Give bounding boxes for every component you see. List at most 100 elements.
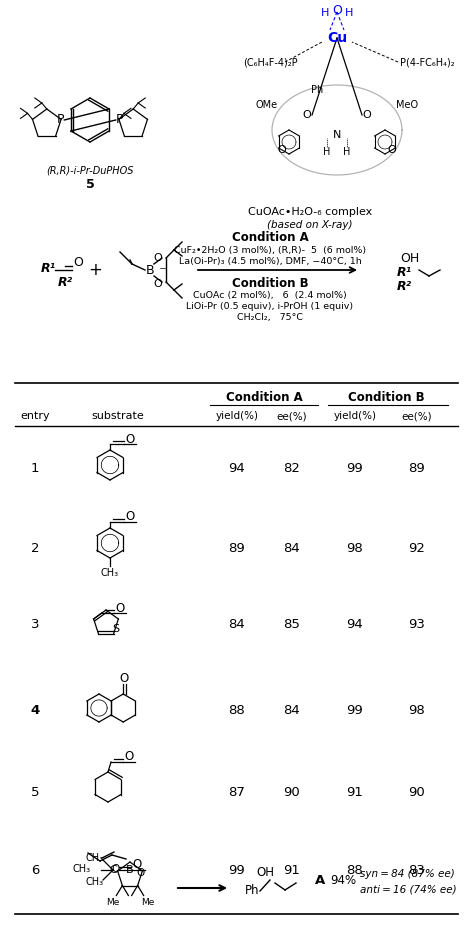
Text: CH₂Cl₂,   75°C: CH₂Cl₂, 75°C (237, 313, 303, 321)
Text: O: O (332, 4, 342, 17)
Text: H: H (321, 8, 329, 18)
Text: 99: 99 (346, 703, 364, 717)
Text: R¹: R¹ (397, 265, 412, 279)
Text: 91: 91 (283, 864, 301, 877)
Text: Condition A: Condition A (226, 391, 303, 404)
Text: Condition B: Condition B (348, 391, 424, 404)
Text: O: O (154, 279, 163, 289)
Text: R²: R² (57, 276, 73, 288)
Text: Condition A: Condition A (232, 230, 309, 244)
Text: 5: 5 (31, 786, 39, 798)
Text: 94: 94 (228, 462, 246, 475)
Text: O: O (119, 671, 129, 684)
Text: 91: 91 (346, 786, 364, 798)
Text: P(4-FC₆H₄)₂: P(4-FC₆H₄)₂ (400, 57, 455, 67)
Text: OMe: OMe (256, 100, 278, 110)
Text: O: O (278, 145, 286, 155)
Text: 4: 4 (30, 703, 40, 717)
Text: R²: R² (397, 280, 412, 293)
Text: anti = 16 (74% ee): anti = 16 (74% ee) (360, 885, 456, 895)
Text: O: O (363, 110, 371, 120)
Text: O: O (73, 256, 83, 268)
Text: 84: 84 (228, 618, 246, 631)
Text: H: H (345, 8, 353, 18)
Text: CH₃: CH₃ (101, 568, 119, 578)
Text: 90: 90 (409, 786, 425, 798)
Text: S: S (112, 624, 119, 634)
Text: Cu: Cu (327, 31, 347, 45)
Text: B: B (126, 865, 134, 875)
Text: Ph: Ph (245, 884, 259, 898)
Text: 82: 82 (283, 462, 301, 475)
Text: CuOAc•H₂O-₆ complex: CuOAc•H₂O-₆ complex (248, 207, 372, 217)
Text: 89: 89 (409, 462, 425, 475)
Text: yield(%): yield(%) (334, 411, 376, 421)
Text: O: O (136, 868, 145, 878)
Text: O: O (126, 432, 135, 446)
Text: yield(%): yield(%) (216, 411, 258, 421)
Text: ee(%): ee(%) (401, 411, 432, 421)
Text: 94%: 94% (330, 873, 356, 886)
Text: C: C (109, 865, 117, 875)
Text: 84: 84 (283, 541, 301, 555)
Text: 92: 92 (409, 541, 426, 555)
Text: H: H (323, 147, 331, 157)
Text: 5: 5 (86, 177, 94, 191)
Text: CuF₂•2H₂O (3 mol%), (R,R)- 5 (6 mol%): CuF₂•2H₂O (3 mol%), (R,R)- 5 (6 mol%) (174, 246, 366, 254)
Text: 85: 85 (283, 618, 301, 631)
Text: Me: Me (106, 898, 119, 907)
Text: OH: OH (256, 866, 274, 880)
Text: O: O (115, 603, 124, 615)
Text: B: B (146, 264, 155, 277)
Text: 83: 83 (409, 864, 426, 877)
Text: 99: 99 (346, 462, 364, 475)
Text: Condition B: Condition B (232, 277, 308, 289)
Text: 6: 6 (31, 864, 39, 877)
Text: (R,R)-i-Pr-DuPHOS: (R,R)-i-Pr-DuPHOS (46, 165, 134, 175)
Text: substrate: substrate (91, 411, 145, 421)
Text: 94: 94 (346, 618, 364, 631)
Text: O: O (124, 751, 134, 763)
Text: P: P (116, 113, 123, 125)
Text: A: A (315, 873, 325, 886)
Text: 3: 3 (31, 618, 39, 631)
Text: Me: Me (141, 898, 155, 907)
Text: +: + (88, 261, 102, 279)
Text: O: O (154, 253, 163, 263)
Text: 93: 93 (409, 618, 426, 631)
Text: 90: 90 (283, 786, 301, 798)
Text: MeO: MeO (396, 100, 418, 110)
Text: (C₆H₄F-4)₂P: (C₆H₄F-4)₂P (243, 57, 298, 67)
Text: 88: 88 (228, 703, 246, 717)
Text: O: O (132, 859, 142, 871)
Text: syn = 84 (87% ee): syn = 84 (87% ee) (360, 869, 455, 879)
Text: entry: entry (20, 411, 50, 421)
Text: 84: 84 (283, 703, 301, 717)
Text: 2: 2 (31, 541, 39, 555)
Text: 98: 98 (409, 703, 425, 717)
Text: (based on X-ray): (based on X-ray) (267, 220, 353, 230)
Text: CH₃: CH₃ (86, 853, 104, 863)
Text: H: H (343, 147, 351, 157)
Text: O: O (388, 145, 396, 155)
Text: CuOAc (2 mol%),  6 (2.4 mol%): CuOAc (2 mol%), 6 (2.4 mol%) (193, 290, 347, 300)
Text: P: P (56, 113, 64, 125)
Text: CH₃: CH₃ (73, 864, 91, 874)
Text: Ph: Ph (311, 85, 323, 95)
Text: O: O (302, 110, 311, 120)
Text: OH: OH (401, 251, 419, 264)
Text: 89: 89 (228, 541, 246, 555)
Text: O: O (111, 864, 120, 874)
Text: 1: 1 (31, 462, 39, 475)
Text: LiOi-Pr (0.5 equiv), i-PrOH (1 equiv): LiOi-Pr (0.5 equiv), i-PrOH (1 equiv) (186, 301, 354, 311)
Text: 87: 87 (228, 786, 246, 798)
Text: O: O (126, 511, 135, 523)
Text: CH₃: CH₃ (86, 877, 104, 887)
Text: 98: 98 (346, 541, 364, 555)
Text: La(Oi-Pr)₃ (4.5 mol%), DMF, −40°C, 1h: La(Oi-Pr)₃ (4.5 mol%), DMF, −40°C, 1h (179, 257, 361, 265)
Text: 88: 88 (346, 864, 364, 877)
Text: 99: 99 (228, 864, 246, 877)
Text: R¹: R¹ (40, 262, 55, 275)
Text: N: N (333, 130, 341, 140)
Text: ee(%): ee(%) (277, 411, 307, 421)
